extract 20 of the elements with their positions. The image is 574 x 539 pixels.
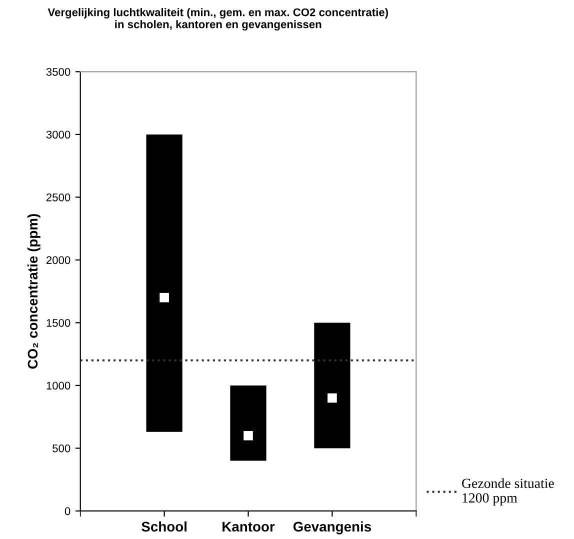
y-tick-label: 2000 [46, 256, 70, 264]
y-tick-label: 0 [64, 507, 70, 516]
chart-title: Vergelijking luchtkwaliteit (min., gem. en max. CO2 concentratie) in scholen, kantoren en gevangenissen [48, 8, 388, 31]
x-tick-label: Gevangenis [293, 521, 372, 534]
point [160, 292, 169, 302]
bar [230, 385, 266, 461]
bar [146, 134, 182, 432]
legend-label: Gezonde situatie 1200 ppm [462, 478, 554, 506]
y-tick-label: 500 [52, 444, 70, 452]
y-tick-label: 1500 [46, 318, 70, 327]
y-axis-title: CO₂ concentratie (ppm) [27, 214, 40, 369]
y-tick-label: 2500 [46, 193, 70, 202]
y-tick-label: 3000 [46, 130, 70, 139]
bar [314, 322, 350, 448]
y-tick-label: 3500 [46, 68, 70, 76]
x-tick-label: Kantoor [222, 522, 275, 532]
point [328, 393, 337, 403]
point [244, 431, 253, 440]
x-tick-label: School [142, 521, 186, 532]
y-tick-label: 1000 [46, 382, 70, 390]
